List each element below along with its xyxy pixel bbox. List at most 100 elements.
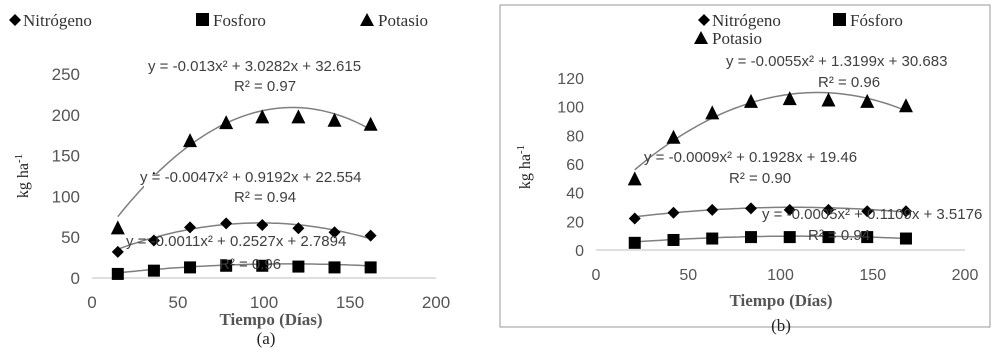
panel-a: Nitrógeno Fosforo Potasio kg ha-1 0 50 100… (9, 11, 450, 348)
panel-b-trendlines (634, 91, 907, 243)
nitrogeno-data-point (783, 203, 796, 216)
nitrogeno-trendline (117, 222, 371, 250)
nitrogeno-data-point (628, 212, 641, 225)
potasio-data-point (666, 129, 681, 144)
potasio-data-point (363, 116, 378, 131)
fosforo-data-point (292, 260, 305, 273)
nitrogeno-data-point (184, 221, 197, 234)
panel-b: Nitrógeno Fósforo Potasio kg ha-1 0 20 40 6… (499, 4, 991, 335)
fosforo-legend-label: Fosforo (213, 11, 266, 30)
nitrogeno-data-point (899, 205, 912, 218)
y-tick-label: 80 (566, 128, 584, 145)
y-tick-label: 20 (566, 214, 584, 231)
y-tick-label: 250 (52, 65, 80, 84)
panel-b-x-tick-labels: 0 50 100 150 200 (592, 267, 979, 284)
y-tick-label: 60 (566, 157, 584, 174)
panel-b-annotations: y = -0.0055x² + 1.3199x + 30.683 R² = 0.… (644, 53, 982, 244)
potasio-data-point (705, 105, 720, 120)
potasio-legend-marker-b (694, 31, 708, 44)
panel-a-y-tick-labels: 0 50 100 150 200 250 (52, 65, 80, 288)
y-tick-label: 0 (575, 243, 584, 260)
potasio-data-point (627, 171, 642, 186)
x-tick-label: 50 (169, 293, 188, 312)
nitrogeno-data-point (861, 205, 874, 218)
y-tick-label: 50 (61, 228, 80, 247)
potasio-r2-b: R² = 0.96 (818, 74, 880, 91)
potasio-data-point (219, 115, 234, 130)
fosforo-data-point (667, 233, 680, 246)
y-tick-label: 100 (52, 187, 80, 206)
panel-a-annotations: y = -0.013x² + 3.0282x + 32.615 R² = 0.9… (126, 58, 361, 273)
panel-b-x-axis-title: Tiempo (Días) (729, 291, 832, 310)
nitrogeno-trendline (634, 206, 907, 218)
panel-b-y-tick-labels: 0 20 40 60 80 100 120 (557, 71, 584, 260)
potasio-data-point (183, 133, 198, 148)
nitrogeno-legend-marker-b (698, 14, 710, 26)
x-tick-label: 200 (422, 293, 450, 312)
potasio-data-point (327, 112, 342, 127)
nitrogeno-data-point (147, 234, 160, 247)
fosforo-data-point (744, 231, 757, 244)
x-tick-label: 0 (87, 293, 96, 312)
nitrogeno-r2-a: R² = 0.94 (234, 189, 296, 206)
fosforo-data-point (364, 261, 377, 274)
y-tick-label: 200 (52, 106, 80, 125)
fosforo-legend-marker-b (833, 13, 846, 26)
fosforo-data-point (111, 267, 124, 280)
potasio-data-point (782, 91, 797, 106)
x-tick-label: 0 (592, 267, 601, 284)
potasio-r2-a: R² = 0.97 (234, 78, 296, 95)
fosforo-data-point (256, 259, 269, 272)
potasio-data-point (898, 98, 913, 113)
nitrogeno-r2-b: R² = 0.90 (729, 170, 791, 187)
potasio-data-point (110, 220, 125, 235)
potasio-legend-label: Potasio (378, 11, 428, 30)
nitrogeno-data-point (744, 202, 757, 215)
fosforo-r2-a: R² = 0.96 (219, 256, 281, 273)
potasio-trendline (117, 106, 371, 218)
nitrogeno-equation-b: y = -0.0009x² + 0.1928x + 19.46 (644, 149, 857, 166)
potasio-data-point (291, 109, 306, 124)
nitrogeno-data-point (706, 203, 719, 216)
potasio-data-point (743, 93, 758, 108)
x-tick-label: 150 (859, 267, 886, 284)
panel-b-caption: (b) (771, 316, 791, 335)
fosforo-equation-a: y = -0.0011x² + 0.2527x + 2.7894 (126, 233, 346, 250)
x-tick-label: 100 (767, 267, 794, 284)
fosforo-data-point (184, 261, 197, 274)
potasio-data-point (255, 109, 270, 124)
potasio-trendline (634, 91, 907, 171)
panel-a-caption: (a) (257, 329, 276, 348)
nitrogeno-data-point (328, 226, 341, 239)
y-tick-label: 100 (557, 100, 584, 117)
fosforo-trendline (634, 235, 907, 243)
nitrogeno-legend-label: Nitrógeno (23, 11, 92, 30)
fosforo-data-point (328, 261, 341, 274)
x-tick-label: 200 (952, 267, 979, 284)
panel-a-x-tick-labels: 0 50 100 150 200 (87, 293, 450, 312)
potasio-legend-label-b: Potasio (712, 29, 762, 48)
fosforo-equation-b: y = -0.0005x² + 0.1109x + 3.5176 (762, 206, 982, 223)
panel-b-y-axis-title: kg ha-1 (515, 145, 534, 189)
nitrogeno-equation-a: y = -0.0047x² + 0.9192x + 22.554 (140, 169, 361, 186)
x-tick-label: 150 (336, 293, 364, 312)
fosforo-data-point (783, 231, 796, 244)
potasio-legend-marker (360, 13, 374, 26)
potasio-equation-b: y = -0.0055x² + 1.3199x + 30.683 (726, 53, 947, 70)
y-tick-label: 120 (557, 71, 584, 88)
x-tick-label: 100 (250, 293, 278, 312)
fosforo-data-point (220, 259, 233, 272)
panel-a-legend: Nitrógeno Fosforo Potasio (9, 11, 428, 30)
fosforo-legend-label-b: Fósforo (850, 11, 903, 30)
panel-a-x-axis-title: Tiempo (Días) (219, 310, 322, 329)
fosforo-data-point (706, 232, 719, 245)
fosforo-r2-b: R² = 0.94 (808, 227, 870, 244)
nitrogeno-legend-label-b: Nitrógeno (712, 11, 781, 30)
nitrogeno-data-point (667, 206, 680, 219)
fosforo-data-point (861, 231, 874, 244)
nitrogeno-data-point (256, 218, 269, 231)
panel-b-frame (499, 4, 991, 328)
nitrogeno-data-point (822, 203, 835, 216)
panel-a-y-axis-title: kg ha-1 (13, 154, 32, 198)
